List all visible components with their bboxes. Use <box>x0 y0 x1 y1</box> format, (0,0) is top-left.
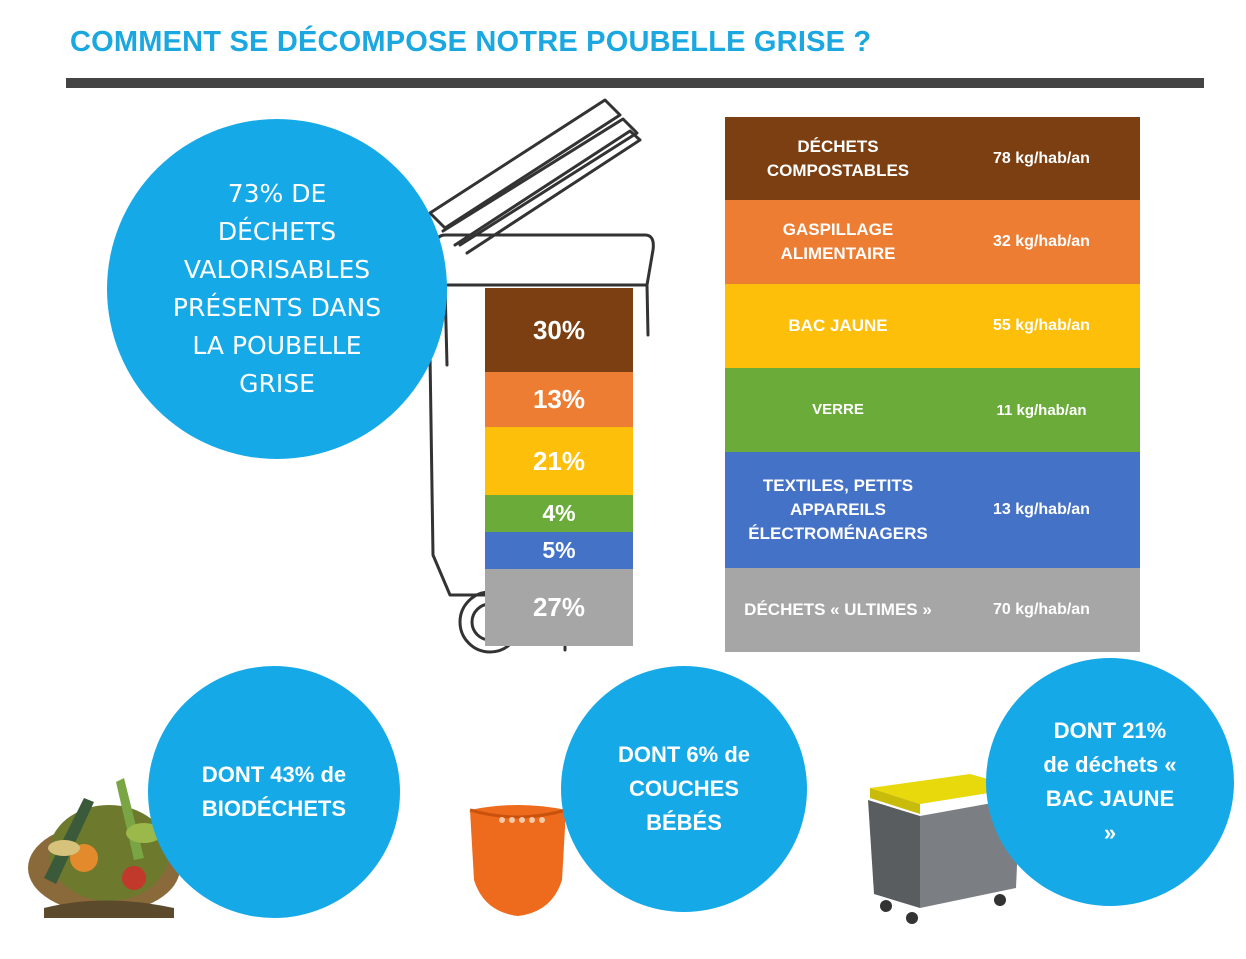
table-row: DÉCHETS « ULTIMES » 70 kg/hab/an <box>725 568 1140 652</box>
table-row: BAC JAUNE 55 kg/hab/an <box>725 284 1140 368</box>
table-row: VERRE 11 kg/hab/an <box>725 368 1140 452</box>
row-label: DÉCHETS « ULTIMES » <box>744 600 932 619</box>
compost-pile-image <box>28 778 180 918</box>
bac-jaune-text: DONT 21% de déchets « BAC JAUNE » <box>1043 718 1177 845</box>
table-row: DÉCHETS COMPOSTABLES 78 kg/hab/an <box>725 117 1140 200</box>
diaper-image <box>469 805 567 916</box>
couches-circle: DONT 6% de COUCHES BÉBÉS <box>561 666 807 912</box>
segment-label: 30% <box>532 314 586 345</box>
row-value: 55 kg/hab/an <box>993 317 1090 334</box>
bin-segment-compostables: 30% <box>485 288 633 372</box>
row-value: 32 kg/hab/an <box>993 233 1090 250</box>
title-divider <box>66 78 1204 88</box>
row-value: 11 kg/hab/an <box>996 401 1087 419</box>
bac-jaune-circle: DONT 21% de déchets « BAC JAUNE » <box>986 658 1234 906</box>
bin-segment-verre: 4% <box>485 495 633 532</box>
biodechets-circle: DONT 43% de BIODÉCHETS <box>148 666 400 918</box>
bin-segment-ultimes: 27% <box>485 569 633 646</box>
segment-label: 4% <box>542 500 576 526</box>
headline-circle: 73% DE DÉCHETS VALORISABLES PRÉSENTS DAN… <box>107 119 447 459</box>
row-label: GASPILLAGE ALIMENTAIRE <box>780 220 896 263</box>
row-value: 78 kg/hab/an <box>993 149 1090 167</box>
row-value: 70 kg/hab/an <box>993 601 1090 618</box>
page-title: COMMENT SE DÉCOMPOSE NOTRE POUBELLE GRIS… <box>70 26 872 58</box>
couches-text: DONT 6% de COUCHES BÉBÉS <box>617 742 751 835</box>
segment-label: 27% <box>532 592 586 622</box>
row-value: 13 kg/hab/an <box>993 501 1090 518</box>
bin-segment-gaspillage: 13% <box>485 372 633 427</box>
row-label: DÉCHETS COMPOSTABLES <box>766 136 910 180</box>
waste-table: DÉCHETS COMPOSTABLES 78 kg/hab/an GASPIL… <box>725 117 1140 652</box>
row-label: VERRE <box>812 401 864 418</box>
bin-segment-textiles: 5% <box>485 532 633 569</box>
bin-segment-bac-jaune: 21% <box>485 427 633 495</box>
table-row: TEXTILES, PETITS APPAREILS ÉLECTROMÉNAGE… <box>725 452 1140 568</box>
biodechets-text: DONT 43% de BIODÉCHETS <box>201 762 347 821</box>
row-label: TEXTILES, PETITS APPAREILS ÉLECTROMÉNAGE… <box>748 476 928 543</box>
segment-label: 13% <box>532 384 586 414</box>
table-row: GASPILLAGE ALIMENTAIRE 32 kg/hab/an <box>725 200 1140 284</box>
bin-composition-bar: 30% 13% 21% 4% 5% 27% <box>485 288 633 646</box>
segment-label: 21% <box>532 445 586 476</box>
headline-text: 73% DE DÉCHETS VALORISABLES PRÉSENTS DAN… <box>172 179 382 398</box>
segment-label: 5% <box>542 537 576 563</box>
row-label: BAC JAUNE <box>788 316 888 335</box>
